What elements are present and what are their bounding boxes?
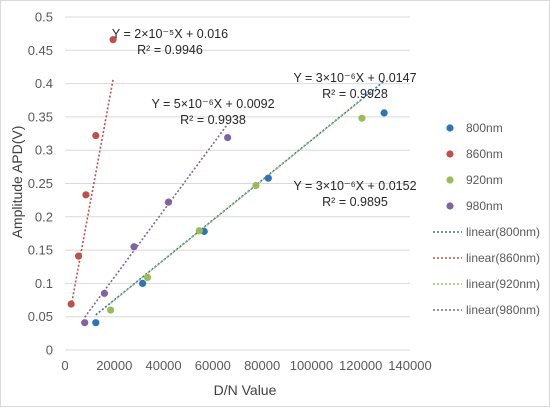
data-point (81, 319, 89, 327)
trendline (84, 123, 229, 318)
data-point (109, 36, 117, 44)
y-tick-label: 0.3 (35, 143, 53, 158)
trendline-equation: Y = 5×10⁻⁶X + 0.0092 (151, 97, 274, 111)
x-tick-label: 80000 (244, 358, 280, 373)
data-point (224, 133, 232, 142)
y-tick-label: 0.45 (28, 43, 53, 58)
legend-label: 920nm (466, 173, 503, 187)
legend-label: linear(860nm) (466, 251, 540, 265)
x-tick-label: 40000 (145, 358, 181, 373)
legend-marker (446, 202, 454, 210)
data-point (264, 174, 272, 182)
y-tick-label: 0 (46, 343, 53, 358)
data-point (195, 227, 203, 235)
trendline-equation: Y = 3×10⁻⁶X + 0.0147 (293, 71, 416, 85)
x-tick-label: 60000 (195, 358, 231, 373)
y-tick-label: 0.15 (28, 243, 53, 258)
y-tick-label: 0.1 (35, 276, 53, 291)
data-point (82, 191, 90, 199)
y-tick-label: 0.35 (28, 109, 53, 124)
data-point (92, 319, 100, 327)
data-point (106, 306, 115, 314)
legend-label: 800nm (466, 121, 503, 135)
trendline-equation: Y = 2×10⁻⁵X + 0.016 (112, 27, 228, 41)
data-point (139, 279, 147, 287)
data-points (67, 36, 388, 327)
x-tick-label: 140000 (388, 358, 431, 373)
legend-label: linear(980nm) (466, 303, 540, 317)
data-point (358, 114, 366, 122)
trendlines (70, 79, 385, 318)
data-point (164, 198, 173, 206)
gridlines (65, 16, 410, 351)
trendline-equations: Y = 3×10⁻⁶X + 0.0152 R² = 0.9895 Y = 2×10⁻… (112, 27, 417, 209)
x-tick-labels: 0 20000 40000 60000 80000 100000 120000 140000 (61, 358, 431, 373)
data-point (100, 289, 109, 297)
trendline (95, 80, 385, 316)
trendline (110, 98, 363, 304)
legend-marker (446, 124, 454, 132)
legend-label: linear(920nm) (466, 277, 540, 291)
data-point (92, 131, 100, 140)
y-tick-label: 0.5 (35, 10, 53, 25)
data-point (143, 273, 152, 282)
data-point (67, 300, 75, 308)
legend-marker (446, 176, 454, 184)
trendline-r2: R² = 0.9895 (322, 195, 388, 209)
y-tick-labels: 0 0.05 0.1 0.15 0.2 0.25 0.3 0.35 0.4 0.45 0.5 (28, 10, 53, 358)
legend-label: 860nm (466, 147, 503, 161)
trendline-r2: R² = 0.9938 (180, 113, 246, 127)
y-tick-label: 0.25 (28, 176, 53, 191)
y-tick-label: 0.2 (35, 209, 53, 224)
legend: 800nm 860nm 920nm 980nm linear(800nm) linear(… (433, 121, 540, 317)
x-tick-label: 0 (61, 358, 68, 373)
x-tick-label: 100000 (290, 358, 333, 373)
y-axis-title: Amplitude APD(V) (9, 126, 25, 239)
legend-label: linear(800nm) (466, 225, 540, 239)
y-tick-label: 0.4 (35, 76, 53, 91)
legend-marker (446, 150, 454, 158)
data-point (74, 252, 83, 260)
x-tick-label: 120000 (339, 358, 382, 373)
x-tick-label: 20000 (96, 358, 132, 373)
x-axis-title: D/N Value (214, 382, 277, 398)
y-tick-label: 0.05 (28, 309, 53, 324)
data-point (130, 243, 138, 251)
legend-label: 980nm (466, 199, 503, 213)
trendline-equation: Y = 3×10⁻⁶X + 0.0152 (293, 179, 416, 193)
data-point (252, 181, 260, 190)
trendline-r2: R² = 0.9946 (137, 43, 203, 57)
data-point (380, 109, 388, 117)
trendline-r2: R² = 0.9928 (322, 87, 388, 101)
